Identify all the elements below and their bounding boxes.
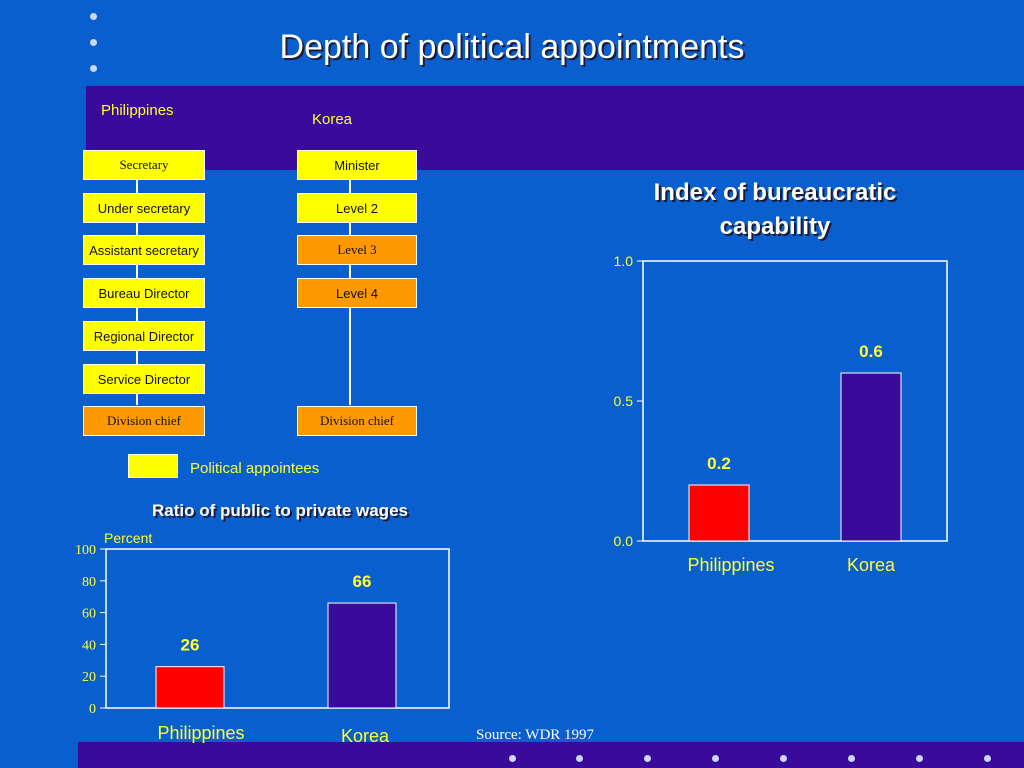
hierarchy-box: Division chief xyxy=(83,406,205,436)
hierarchy-box: Division chief xyxy=(297,406,417,436)
bullet-dot xyxy=(712,755,719,762)
bullet-dot xyxy=(90,13,97,20)
hierarchy-box: Secretary xyxy=(83,150,205,180)
bullet-dot xyxy=(780,755,787,762)
bullet-dot xyxy=(984,755,991,762)
y-tick-label: 40 xyxy=(82,638,96,653)
category-label: Philippines xyxy=(157,723,244,743)
bottom-band xyxy=(78,742,1024,768)
bullet-dot xyxy=(848,755,855,762)
y-tick-label: 20 xyxy=(82,670,96,685)
capability-chart-title: Index of bureaucratic capability xyxy=(653,179,897,240)
bullet-dot xyxy=(916,755,923,762)
bar-philippines xyxy=(155,666,225,709)
hierarchy-box: Bureau Director xyxy=(83,278,205,308)
bullet-dot xyxy=(90,39,97,46)
bar-korea xyxy=(327,602,397,709)
plot-frame xyxy=(105,548,450,709)
y-tick-label: 60 xyxy=(82,607,96,622)
y-tick-label: 80 xyxy=(82,575,96,590)
hierarchy-box: Level 4 xyxy=(297,278,417,308)
data-label: 0.6 xyxy=(859,342,883,361)
slide-title: Depth of political appointments xyxy=(279,28,745,66)
data-label: 0.2 xyxy=(707,454,731,473)
bullet-dot xyxy=(576,755,583,762)
y-tick-label: 100 xyxy=(75,543,96,558)
legend-swatch-political-appointees xyxy=(128,454,178,478)
source-note: Source: WDR 1997 xyxy=(476,727,595,743)
hierarchy-box: Under secretary xyxy=(83,193,205,223)
korea-column-label: Korea xyxy=(312,111,353,128)
bar-korea xyxy=(840,372,902,542)
y-tick-label: 0.5 xyxy=(614,393,634,409)
bar-philippines xyxy=(688,484,750,542)
capability-bar-chart: 0.0 0.5 1.0 0.2 Philippines 0.6 Korea xyxy=(614,253,948,575)
y-axis-label: Percent xyxy=(104,530,152,546)
data-label: 26 xyxy=(181,636,200,655)
bullet-dot xyxy=(90,65,97,72)
wages-chart-title: Ratio of public to private wages xyxy=(152,501,408,520)
top-band xyxy=(86,86,1024,170)
philippines-column-label: Philippines xyxy=(101,102,174,119)
bullet-dot xyxy=(509,755,516,762)
hierarchy-box: Service Director xyxy=(83,364,205,394)
bullet-dot xyxy=(644,755,651,762)
y-tick-label: 0 xyxy=(89,702,96,717)
category-label: Korea xyxy=(847,555,896,575)
hierarchy-box: Minister xyxy=(297,150,417,180)
hierarchy-box: Regional Director xyxy=(83,321,205,351)
hierarchy-box: Assistant secretary xyxy=(83,235,205,265)
category-label: Korea xyxy=(341,726,390,746)
data-label: 66 xyxy=(353,572,372,591)
wages-bar-chart: 0 20 40 60 80 100 Percent 26 Philippines 66 Korea xyxy=(75,530,450,746)
hierarchy-box: Level 3 xyxy=(297,235,417,265)
legend-label: Political appointees xyxy=(190,460,320,477)
category-label: Philippines xyxy=(687,555,774,575)
hierarchy-box: Level 2 xyxy=(297,193,417,223)
y-tick-label: 0.0 xyxy=(614,533,634,549)
y-tick-label: 1.0 xyxy=(614,253,634,269)
